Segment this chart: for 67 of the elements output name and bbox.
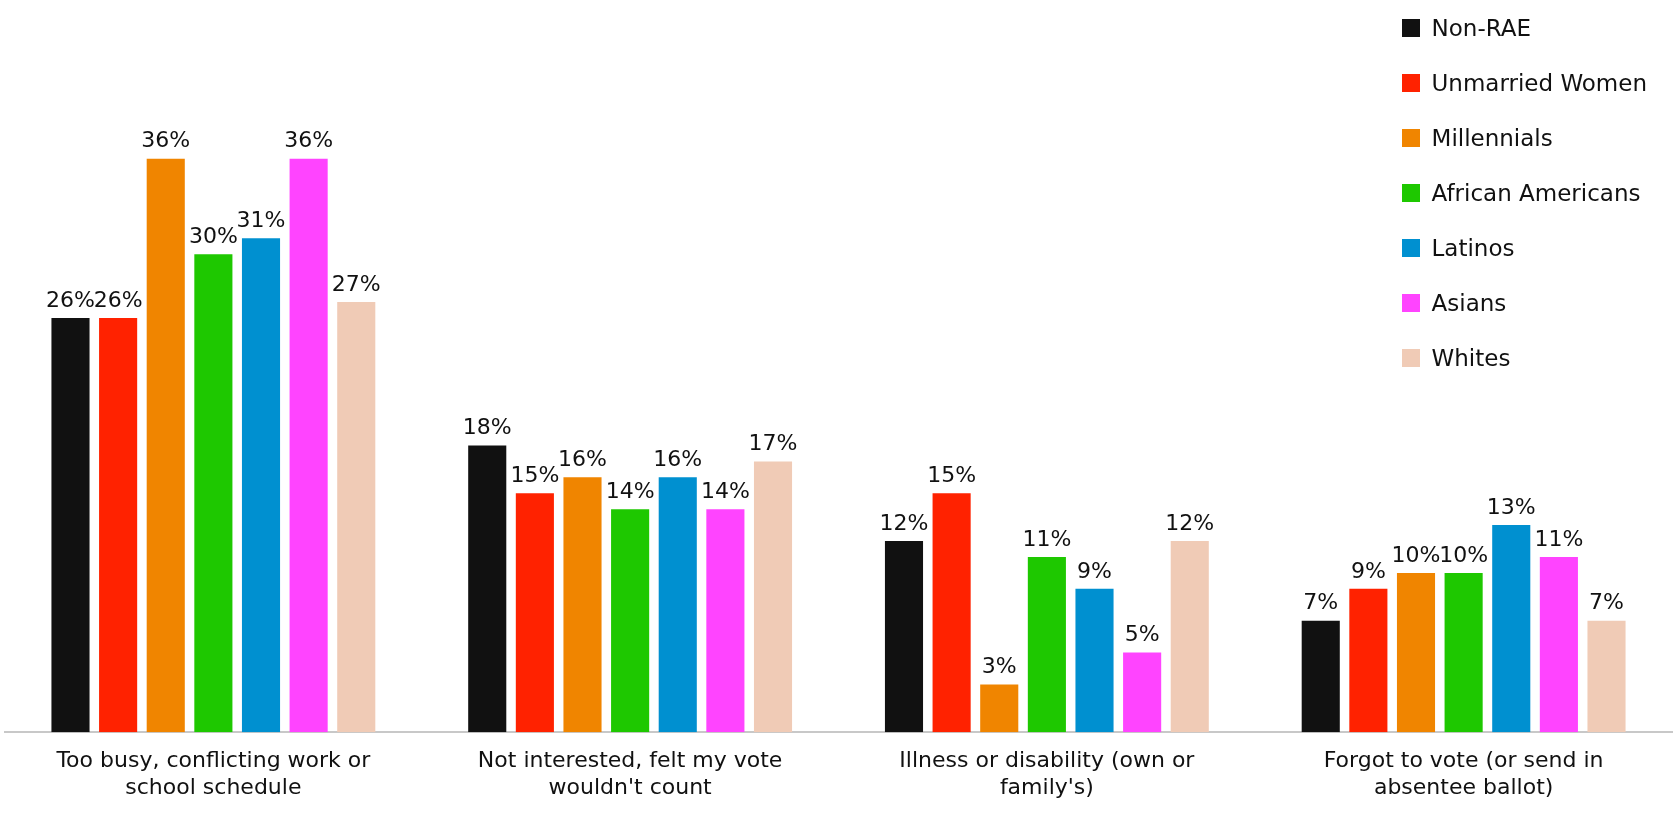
bar: [884, 541, 924, 733]
data-label: 3%: [981, 653, 1017, 679]
bar: [1492, 525, 1531, 733]
data-label: 7%: [1303, 589, 1339, 615]
bar: [1396, 572, 1436, 733]
bar: [51, 318, 90, 733]
data-label: 15%: [510, 461, 560, 487]
data-label: 11%: [1022, 525, 1072, 551]
data-label: 15%: [927, 461, 977, 487]
data-label: 16%: [653, 446, 703, 472]
x-tick-label: Too busy, conflicting work or school schedule: [55, 747, 372, 799]
bar: [932, 493, 971, 733]
legend-label: Whites: [1431, 344, 1511, 371]
data-label: 16%: [558, 446, 607, 472]
data-label: 14%: [605, 477, 655, 503]
x-tick-label: Illness or disability (own or family's): [899, 747, 1196, 799]
bar: [1027, 556, 1066, 733]
bar: [1170, 541, 1209, 733]
legend-label: Millennials: [1431, 124, 1553, 151]
data-label: 27%: [331, 270, 381, 296]
data-label: 13%: [1486, 493, 1536, 519]
legend-label: Non-RAE: [1431, 14, 1531, 41]
bar: [706, 509, 745, 733]
bar: [1444, 572, 1483, 733]
data-label: 17%: [748, 430, 798, 456]
bar: [1123, 652, 1162, 733]
legend-label: Asians: [1431, 289, 1507, 316]
data-label: 9%: [1077, 557, 1112, 583]
bar: [289, 158, 328, 733]
data-label: 18%: [462, 414, 512, 440]
data-label: 36%: [284, 127, 334, 153]
data-label: 36%: [141, 127, 191, 153]
bar: [241, 238, 281, 733]
bar: [146, 158, 185, 733]
legend-label: Unmarried Women: [1431, 69, 1647, 96]
bar: [1301, 620, 1340, 733]
data-label: 5%: [1124, 621, 1160, 647]
data-label: 12%: [879, 509, 929, 535]
data-label: 9%: [1350, 557, 1386, 583]
data-label: 10%: [1439, 541, 1489, 567]
bar: [563, 477, 602, 733]
bar: [194, 254, 233, 733]
bar: [753, 461, 793, 733]
bar: [1349, 588, 1388, 733]
data-label: 11%: [1534, 525, 1584, 551]
bar: [1587, 620, 1626, 733]
data-label: 26%: [93, 286, 143, 312]
data-label: 31%: [236, 207, 286, 233]
data-label: 30%: [188, 223, 238, 249]
bar: [658, 477, 697, 733]
bar: [515, 493, 554, 733]
data-label: 14%: [700, 477, 750, 503]
bar: [980, 684, 1019, 733]
data-label: 12%: [1165, 509, 1215, 535]
legend-label: African Americans: [1431, 179, 1641, 206]
data-label: 26%: [46, 286, 95, 312]
data-label: 7%: [1589, 589, 1624, 615]
bar: [1539, 556, 1578, 733]
bar: [99, 318, 138, 733]
bar: [337, 302, 376, 733]
x-tick-label: Forgot to vote (or send in absentee ballot): [1323, 747, 1604, 799]
bar: [611, 509, 650, 733]
bar: [468, 445, 507, 733]
x-tick-label: Not interested, felt my vote wouldn't count: [477, 747, 783, 799]
legend-label: Latinos: [1431, 234, 1515, 261]
bar: [1075, 588, 1114, 733]
data-label: 10%: [1391, 541, 1441, 567]
